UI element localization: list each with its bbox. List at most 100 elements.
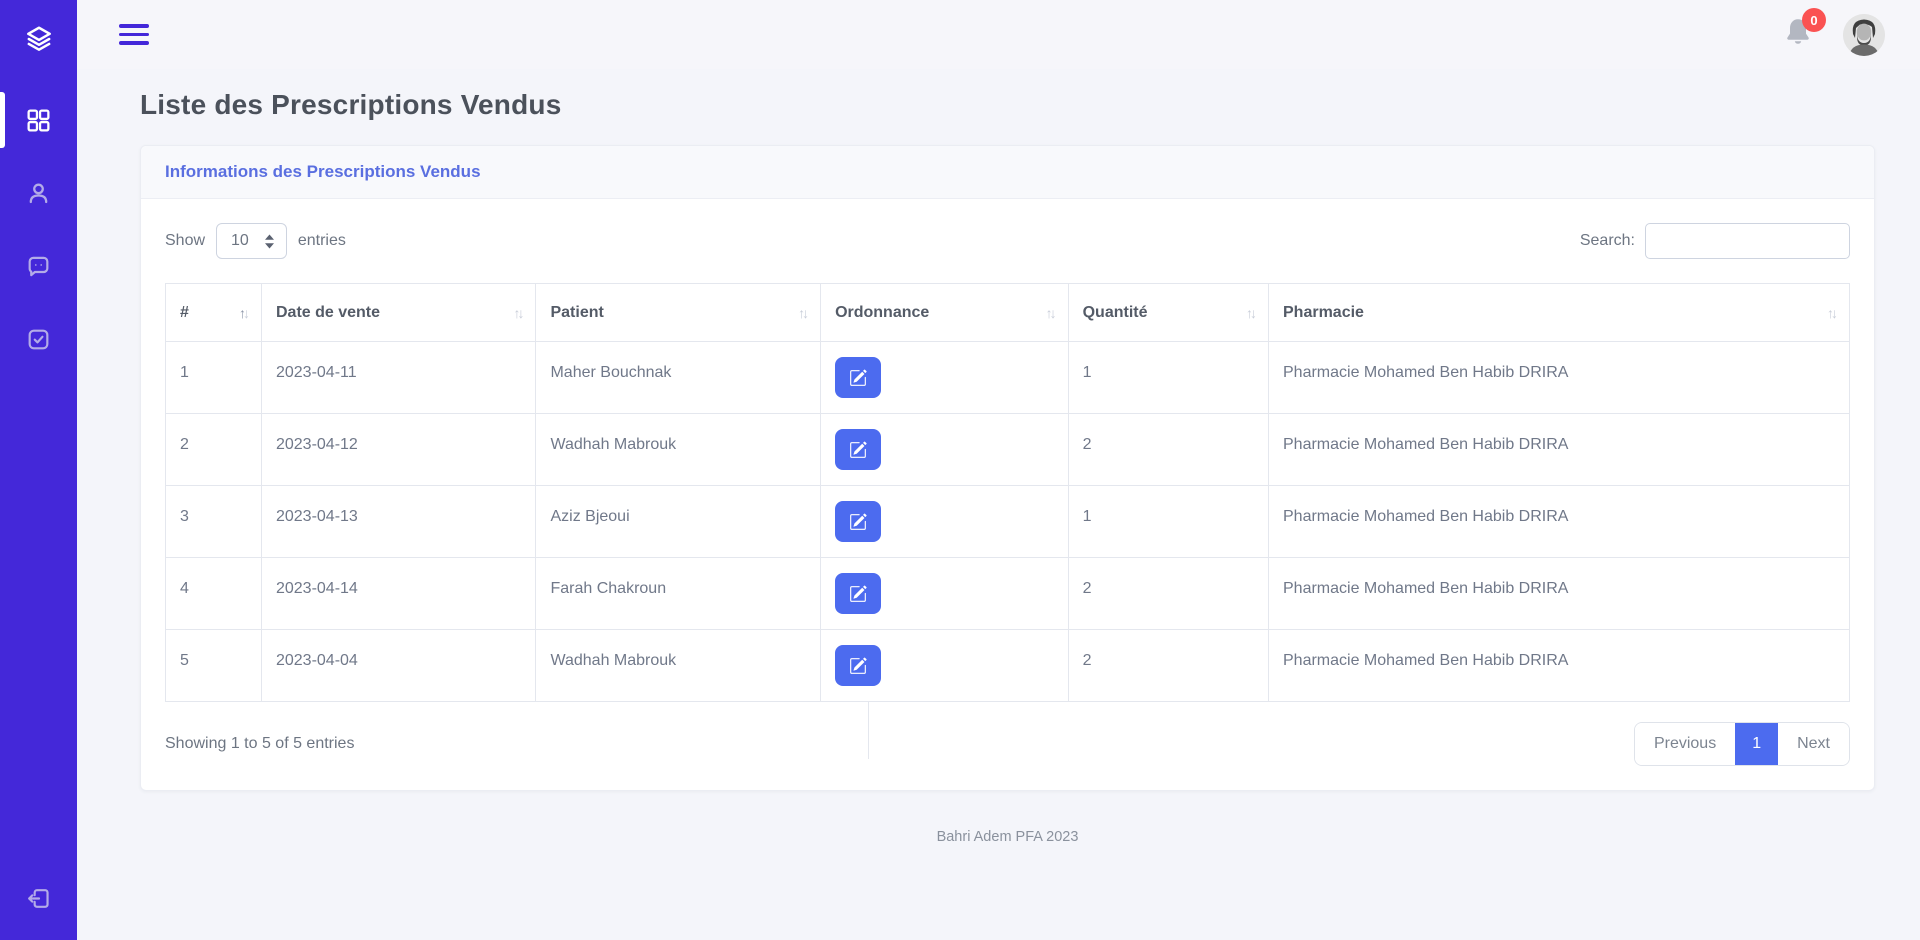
table-info: Showing 1 to 5 of 5 entries bbox=[165, 735, 355, 752]
table-footer: Showing 1 to 5 of 5 entries Previous 1 N… bbox=[165, 701, 1850, 766]
cell-quantite: 2 bbox=[1067, 557, 1270, 630]
cell-date: 2023-04-12 bbox=[260, 413, 537, 486]
edit-icon bbox=[850, 369, 867, 386]
sidebar bbox=[0, 0, 77, 940]
edit-prescription-button[interactable] bbox=[835, 573, 882, 614]
cell-num: 4 bbox=[165, 557, 262, 630]
search-label: Search: bbox=[1579, 232, 1635, 249]
cell-ordonnance bbox=[820, 557, 1069, 630]
sidebar-bottom bbox=[0, 878, 77, 918]
cell-patient: Wadhah Mabrouk bbox=[535, 413, 822, 486]
check-square-icon bbox=[28, 329, 49, 349]
sidebar-nav bbox=[0, 92, 77, 359]
topbar-right: 0 bbox=[1783, 8, 1885, 56]
edit-icon bbox=[850, 441, 867, 458]
notifications-button[interactable]: 0 bbox=[1783, 8, 1826, 53]
cell-num: 1 bbox=[165, 341, 262, 414]
cell-pharmacie: Pharmacie Mohamed Ben Habib DRIRA bbox=[1268, 557, 1850, 630]
app-logo[interactable] bbox=[24, 16, 54, 62]
user-avatar[interactable] bbox=[1843, 13, 1885, 56]
chat-dots-icon bbox=[28, 256, 49, 276]
sidebar-item-logout[interactable] bbox=[0, 878, 77, 918]
card-header: Informations des Prescriptions Vendus bbox=[141, 146, 1874, 199]
sort-icon: ↑↓ bbox=[1045, 304, 1057, 321]
edit-prescription-button[interactable] bbox=[835, 429, 882, 470]
edit-prescription-button[interactable] bbox=[835, 501, 882, 542]
cell-pharmacie: Pharmacie Mohamed Ben Habib DRIRA bbox=[1268, 413, 1850, 486]
prescriptions-table: # ↑↓ Date de vente ↑↓ Patient ↑↓ bbox=[165, 283, 1850, 702]
cell-num: 2 bbox=[165, 413, 262, 486]
edit-icon bbox=[850, 657, 867, 674]
table-row: 5 2023-04-04 Wadhah Mabrouk bbox=[165, 629, 1850, 702]
page-title: Liste des Prescriptions Vendus bbox=[140, 89, 562, 120]
pagination: Previous 1 Next bbox=[1633, 722, 1850, 766]
edit-prescription-button[interactable] bbox=[835, 645, 882, 686]
cell-date: 2023-04-04 bbox=[260, 629, 537, 702]
cell-pharmacie: Pharmacie Mohamed Ben Habib DRIRA bbox=[1268, 485, 1850, 558]
table-row: 2 2023-04-12 Wadhah Mabrouk bbox=[165, 413, 1850, 486]
search-control: Search: bbox=[1580, 223, 1850, 259]
sort-icon: ↑↓ bbox=[1827, 304, 1838, 321]
logout-icon bbox=[28, 888, 49, 908]
pagination-page-1[interactable]: 1 bbox=[1735, 723, 1779, 765]
footer-divider bbox=[867, 701, 869, 759]
pagination-previous[interactable]: Previous bbox=[1634, 723, 1736, 765]
sidebar-item-messages[interactable] bbox=[0, 246, 77, 286]
column-header-pharmacie[interactable]: Pharmacie ↑↓ bbox=[1268, 283, 1850, 342]
sidebar-item-tasks[interactable] bbox=[0, 319, 77, 359]
table-header-row: # ↑↓ Date de vente ↑↓ Patient ↑↓ bbox=[165, 283, 1850, 342]
cell-pharmacie: Pharmacie Mohamed Ben Habib DRIRA bbox=[1268, 341, 1850, 414]
cell-ordonnance bbox=[820, 413, 1069, 486]
cell-ordonnance bbox=[820, 341, 1069, 414]
prescriptions-card: Informations des Prescriptions Vendus Sh… bbox=[140, 145, 1875, 791]
cell-quantite: 2 bbox=[1067, 413, 1270, 486]
show-label: Show bbox=[165, 232, 206, 249]
notification-count-badge: 0 bbox=[1802, 8, 1826, 32]
table-controls: Show 10 entries Search: bbox=[165, 223, 1850, 259]
table-row: 4 2023-04-14 Farah Chakroun bbox=[165, 557, 1850, 630]
sort-icon: ↑↓ bbox=[513, 304, 524, 321]
column-header-num[interactable]: # ↑↓ bbox=[165, 283, 262, 342]
cell-date: 2023-04-11 bbox=[260, 341, 537, 414]
cell-date: 2023-04-14 bbox=[260, 557, 537, 630]
edit-icon bbox=[850, 513, 867, 530]
sort-icon: ↑↓ bbox=[798, 304, 809, 321]
cell-quantite: 2 bbox=[1067, 629, 1270, 702]
cell-patient: Aziz Bjeoui bbox=[535, 485, 822, 558]
column-header-quantite[interactable]: Quantité ↑↓ bbox=[1067, 283, 1270, 342]
column-header-patient[interactable]: Patient ↑↓ bbox=[535, 283, 822, 342]
column-header-date[interactable]: Date de vente ↑↓ bbox=[260, 283, 537, 342]
page-length-select[interactable]: 10 bbox=[216, 223, 287, 259]
pagination-next[interactable]: Next bbox=[1778, 723, 1849, 765]
cell-pharmacie: Pharmacie Mohamed Ben Habib DRIRA bbox=[1268, 629, 1850, 702]
page-length-value: 10 bbox=[231, 232, 249, 249]
table-row: 3 2023-04-13 Aziz Bjeoui bbox=[165, 485, 1850, 558]
cell-ordonnance bbox=[820, 485, 1069, 558]
sort-icon: ↑↓ bbox=[1246, 304, 1257, 321]
cell-num: 5 bbox=[165, 629, 262, 702]
footer-credit: Bahri Adem PFA 2023 bbox=[936, 829, 1079, 845]
hamburger-icon bbox=[119, 24, 149, 28]
cell-num: 3 bbox=[165, 485, 262, 558]
edit-prescription-button[interactable] bbox=[835, 357, 882, 398]
card-title: Informations des Prescriptions Vendus bbox=[165, 162, 481, 181]
cell-patient: Wadhah Mabrouk bbox=[535, 629, 822, 702]
menu-toggle-button[interactable] bbox=[115, 20, 153, 49]
search-input[interactable] bbox=[1645, 223, 1850, 259]
select-arrows-icon bbox=[264, 234, 274, 248]
sort-icon: ↑↓ bbox=[238, 304, 250, 321]
dashboard-grid-icon bbox=[27, 108, 50, 132]
content: Liste des Prescriptions Vendus Informati… bbox=[77, 69, 1920, 845]
user-icon bbox=[29, 183, 48, 203]
sidebar-item-dashboard[interactable] bbox=[0, 92, 77, 148]
main-area: 0 Liste des Prescriptions Vendus In bbox=[77, 0, 1920, 940]
cell-date: 2023-04-13 bbox=[260, 485, 537, 558]
entries-label: entries bbox=[297, 232, 346, 249]
cell-quantite: 1 bbox=[1067, 341, 1270, 414]
table-row: 1 2023-04-11 Maher Bouchnak bbox=[165, 341, 1850, 414]
layers-logo-icon bbox=[26, 26, 51, 51]
column-header-ordonnance[interactable]: Ordonnance ↑↓ bbox=[820, 283, 1069, 342]
user-avatar-photo bbox=[1843, 13, 1885, 56]
sidebar-item-users[interactable] bbox=[0, 173, 77, 213]
